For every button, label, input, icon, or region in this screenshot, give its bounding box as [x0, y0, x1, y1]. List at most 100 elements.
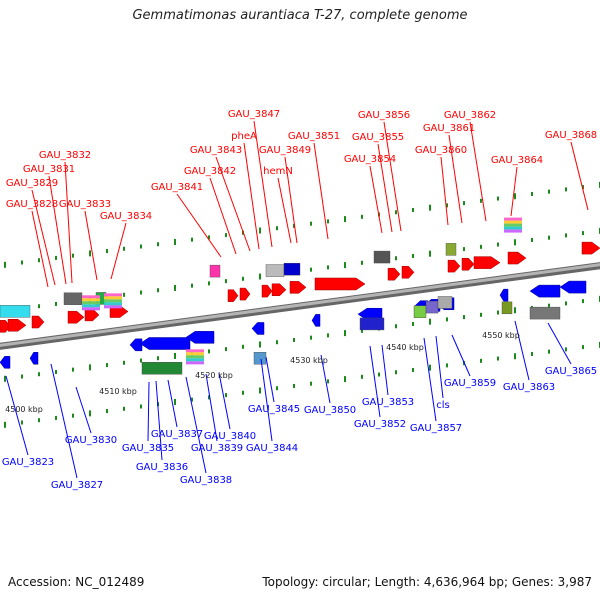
tick [140, 290, 142, 295]
plus-strand-gene-arrow [473, 256, 501, 269]
minus-gene-label: GAU_3837 [151, 429, 203, 440]
tick [395, 256, 397, 261]
domain-stack-band [186, 352, 204, 356]
minus-feature-box [359, 317, 385, 331]
plus-strand-gene-arrow [261, 284, 273, 298]
minus-strand-gene-arrow [559, 280, 587, 294]
tick [55, 301, 57, 306]
plus-strand-gene-arrow [461, 257, 475, 271]
tick [412, 367, 414, 372]
tick [378, 372, 380, 377]
tick [38, 418, 40, 423]
plus-gene-leader [369, 165, 383, 234]
plus-strand-gene-arrow [7, 319, 27, 332]
minus-strand-gene-arrow [251, 322, 265, 335]
tick [4, 421, 6, 428]
tick [157, 242, 159, 247]
accession-label: Accession: NC_012489 [8, 575, 145, 589]
plus-gene-label: GAU_3861 [423, 123, 475, 134]
tick [531, 351, 533, 356]
label-leader-lines [5, 120, 589, 479]
tick [242, 276, 244, 281]
minus-gene-leader [260, 358, 273, 442]
plus-gene-label: GAU_3829 [6, 178, 58, 189]
domain-stack-band [104, 296, 122, 300]
minus-strand-gene-arrow [139, 337, 191, 350]
minus-gene-label: GAU_3850 [304, 405, 356, 416]
tick [38, 372, 40, 377]
map-title: Gemmatimonas aurantiaca T-27, complete g… [132, 8, 468, 23]
features [0, 217, 600, 375]
tick [191, 397, 193, 402]
tick [89, 364, 91, 371]
minus-gene-leader [205, 373, 218, 442]
plus-feature-box [209, 264, 221, 278]
tick [344, 216, 346, 223]
plus-gene-leader [31, 189, 56, 286]
tick [344, 376, 346, 383]
plus-gene-leader [84, 210, 98, 281]
tick [582, 185, 584, 190]
plus-gene-label: hemN [263, 166, 293, 177]
tick [361, 328, 363, 333]
tick [395, 324, 397, 329]
plus-gene-label: GAU_3849 [259, 145, 311, 156]
tick [123, 292, 125, 297]
plus-feature-box [373, 250, 391, 264]
plus-gene-label: GAU_3833 [59, 199, 111, 210]
plus-gene-leader [243, 142, 260, 250]
plus-gene-label: GAU_3841 [151, 182, 203, 193]
tick [4, 375, 6, 382]
minus-strand-gene-arrow [0, 356, 11, 369]
tick [259, 227, 261, 234]
scale-tick-label: 4530 kbp [290, 356, 328, 365]
plus-gene-label: GAU_3831 [23, 164, 75, 175]
tick [242, 344, 244, 349]
tick [310, 381, 312, 386]
tick [565, 187, 567, 192]
minus-gene-label: GAU_3840 [204, 431, 256, 442]
minus-gene-leader [147, 381, 150, 442]
domain-stack-band [104, 299, 122, 303]
plus-gene-leader [48, 175, 67, 285]
tick [293, 383, 295, 388]
plus-strand-gene-arrow [447, 259, 461, 273]
minus-gene-label: GAU_3844 [246, 443, 298, 454]
tick [514, 193, 516, 200]
plus-gene-leader [31, 210, 49, 288]
tick [429, 318, 431, 325]
minus-gene-label: GAU_3823 [2, 457, 54, 468]
minus-gene-label: GAU_3830 [65, 435, 117, 446]
minus-gene-leader [381, 344, 389, 396]
plus-gene-leader [215, 156, 251, 252]
tick [497, 242, 499, 247]
gene-labels: GAU_3828 GAU_3829 GAU_3831 GAU_3832 GAU_3833… [2, 109, 597, 491]
tick [412, 207, 414, 212]
minus-feature-box [425, 300, 439, 314]
tick [582, 231, 584, 236]
minus-gene-label: GAU_3865 [545, 366, 597, 377]
tick [21, 260, 23, 265]
plus-strand-gene-arrow [581, 241, 600, 255]
plus-gene-label: GAU_3864 [491, 155, 543, 166]
minus-gene-label: GAU_3859 [444, 378, 496, 389]
plus-strand-gene-arrow [507, 251, 527, 265]
tick [446, 317, 448, 322]
plus-gene-label: GAU_3832 [39, 150, 91, 161]
plus-gene-label: GAU_3862 [444, 110, 496, 121]
plus-gene-leader [284, 156, 298, 244]
tick [208, 235, 210, 240]
tick [123, 406, 125, 411]
tick [497, 310, 499, 315]
tick [548, 235, 550, 240]
tick [140, 358, 142, 363]
plus-gene-leader [570, 141, 589, 211]
minus-gene-label: cls [436, 400, 450, 411]
tick [361, 260, 363, 265]
plus-strand-gene-arrow [239, 287, 251, 301]
tick [106, 363, 108, 368]
minus-feature-box [141, 362, 183, 375]
domain-stack-band [186, 355, 204, 359]
tick [548, 189, 550, 194]
